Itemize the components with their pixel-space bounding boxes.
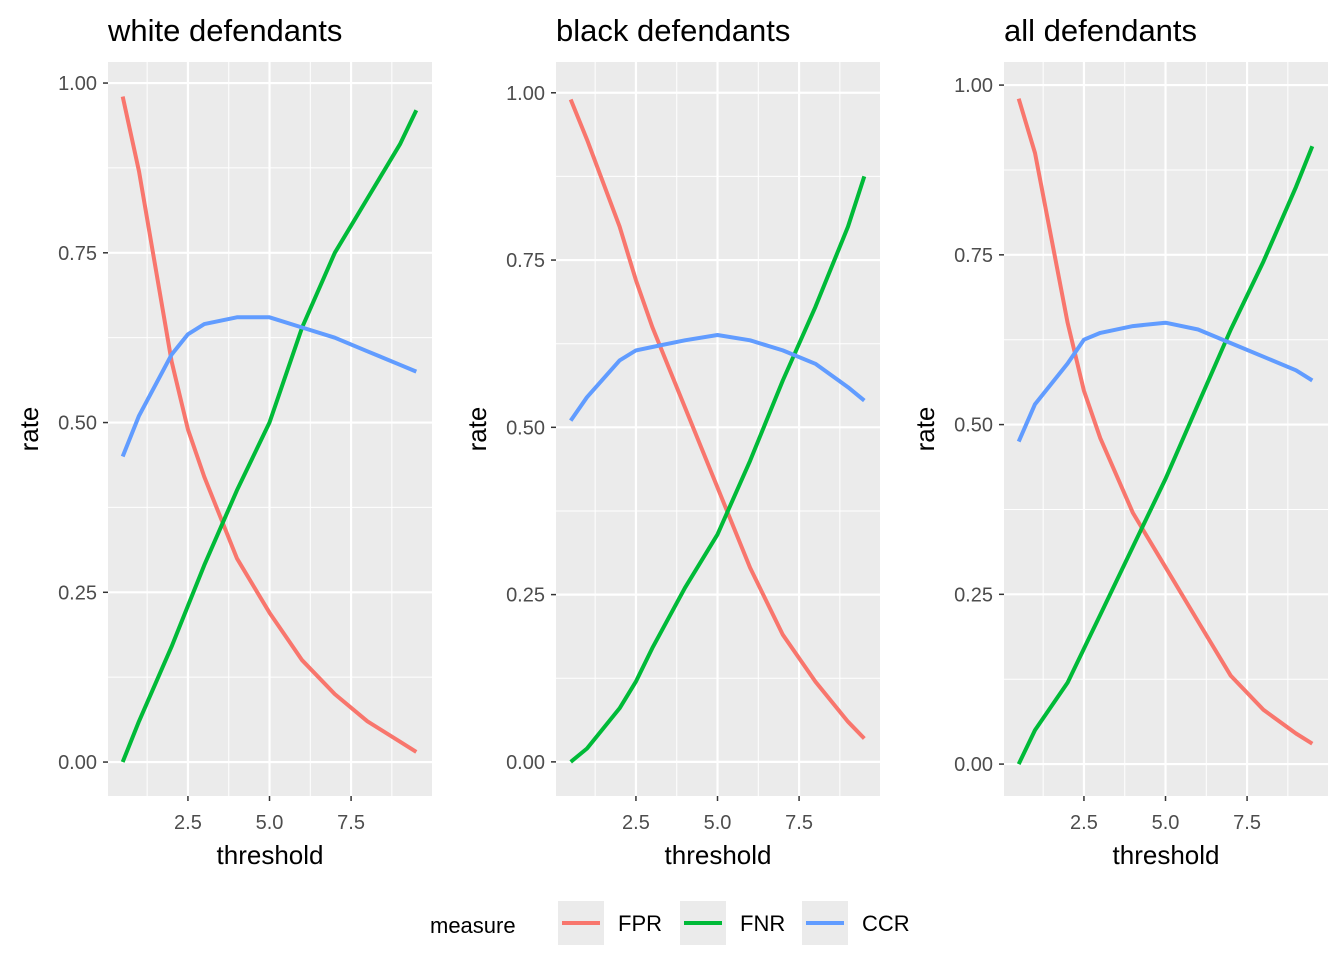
y-axis-label: rate xyxy=(14,407,44,452)
series-line-fnr xyxy=(569,175,867,764)
y-tick-label: 0.50 xyxy=(506,417,545,439)
series-line-fpr xyxy=(568,98,866,740)
y-tick-label: 1.00 xyxy=(954,75,993,97)
series-line-fnr xyxy=(120,109,419,763)
y-tick-label: 1.00 xyxy=(58,73,97,95)
y-tick-label: 0.00 xyxy=(58,752,97,774)
y-tick-label: 0.50 xyxy=(58,413,97,435)
x-tick-label: 2.5 xyxy=(622,812,650,834)
legend-item-fnr: FNR xyxy=(680,901,785,945)
x-axis-label: threshold xyxy=(665,840,772,870)
panel-white-defendants: 0.00 0.25 0.50 0.75 1.00 2.5 5.0 7.5 white defen… xyxy=(14,13,432,870)
x-tick-label: 2.5 xyxy=(174,812,202,834)
x-axis-label: threshold xyxy=(1113,840,1220,870)
x-tick-label: 7.5 xyxy=(1233,812,1261,834)
x-axis-label: threshold xyxy=(217,840,324,870)
y-tick-label: 0.25 xyxy=(58,582,97,604)
y-tick-label: 0.75 xyxy=(506,250,545,272)
panel-all-defendants: 0.00 0.25 0.50 0.75 1.00 2.5 5.0 7.5 all defenda… xyxy=(910,13,1328,870)
panel-title: all defendants xyxy=(1004,13,1197,48)
x-tick-label: 5.0 xyxy=(704,812,732,834)
panel-title: white defendants xyxy=(107,13,342,48)
series-line-ccr xyxy=(1016,320,1314,443)
series-line-fpr xyxy=(120,96,418,754)
panel-title: black defendants xyxy=(556,13,790,48)
series-line-ccr xyxy=(569,333,866,422)
legend-label: FPR xyxy=(618,911,662,936)
legend-label: CCR xyxy=(862,911,910,936)
y-tick-label: 1.00 xyxy=(506,83,545,105)
legend-item-fpr: FPR xyxy=(558,901,662,945)
panel-black-defendants: 0.00 0.25 0.50 0.75 1.00 2.5 5.0 7.5 black defen… xyxy=(462,13,880,870)
x-tick-label: 2.5 xyxy=(1070,812,1098,834)
x-tick-label: 7.5 xyxy=(785,812,813,834)
series-line-fnr xyxy=(1016,145,1315,765)
x-tick-label: 5.0 xyxy=(1152,812,1180,834)
y-axis-label: rate xyxy=(910,407,940,452)
series-line-fpr xyxy=(1016,98,1314,746)
series-line-ccr xyxy=(120,315,418,458)
y-tick-label: 0.25 xyxy=(954,584,993,606)
y-tick-label: 0.25 xyxy=(506,585,545,607)
y-tick-label: 0.50 xyxy=(954,415,993,437)
y-tick-label: 0.75 xyxy=(58,243,97,265)
y-tick-label: 0.00 xyxy=(954,754,993,776)
y-tick-label: 0.75 xyxy=(954,245,993,267)
x-tick-label: 7.5 xyxy=(337,812,365,834)
legend-item-ccr: CCR xyxy=(802,901,910,945)
legend-label: FNR xyxy=(740,911,785,936)
x-tick-label: 5.0 xyxy=(256,812,284,834)
legend: measure FPR FNR CCR xyxy=(430,901,910,945)
y-tick-label: 0.00 xyxy=(506,752,545,774)
y-axis-label: rate xyxy=(462,407,492,452)
legend-title: measure xyxy=(430,913,516,938)
